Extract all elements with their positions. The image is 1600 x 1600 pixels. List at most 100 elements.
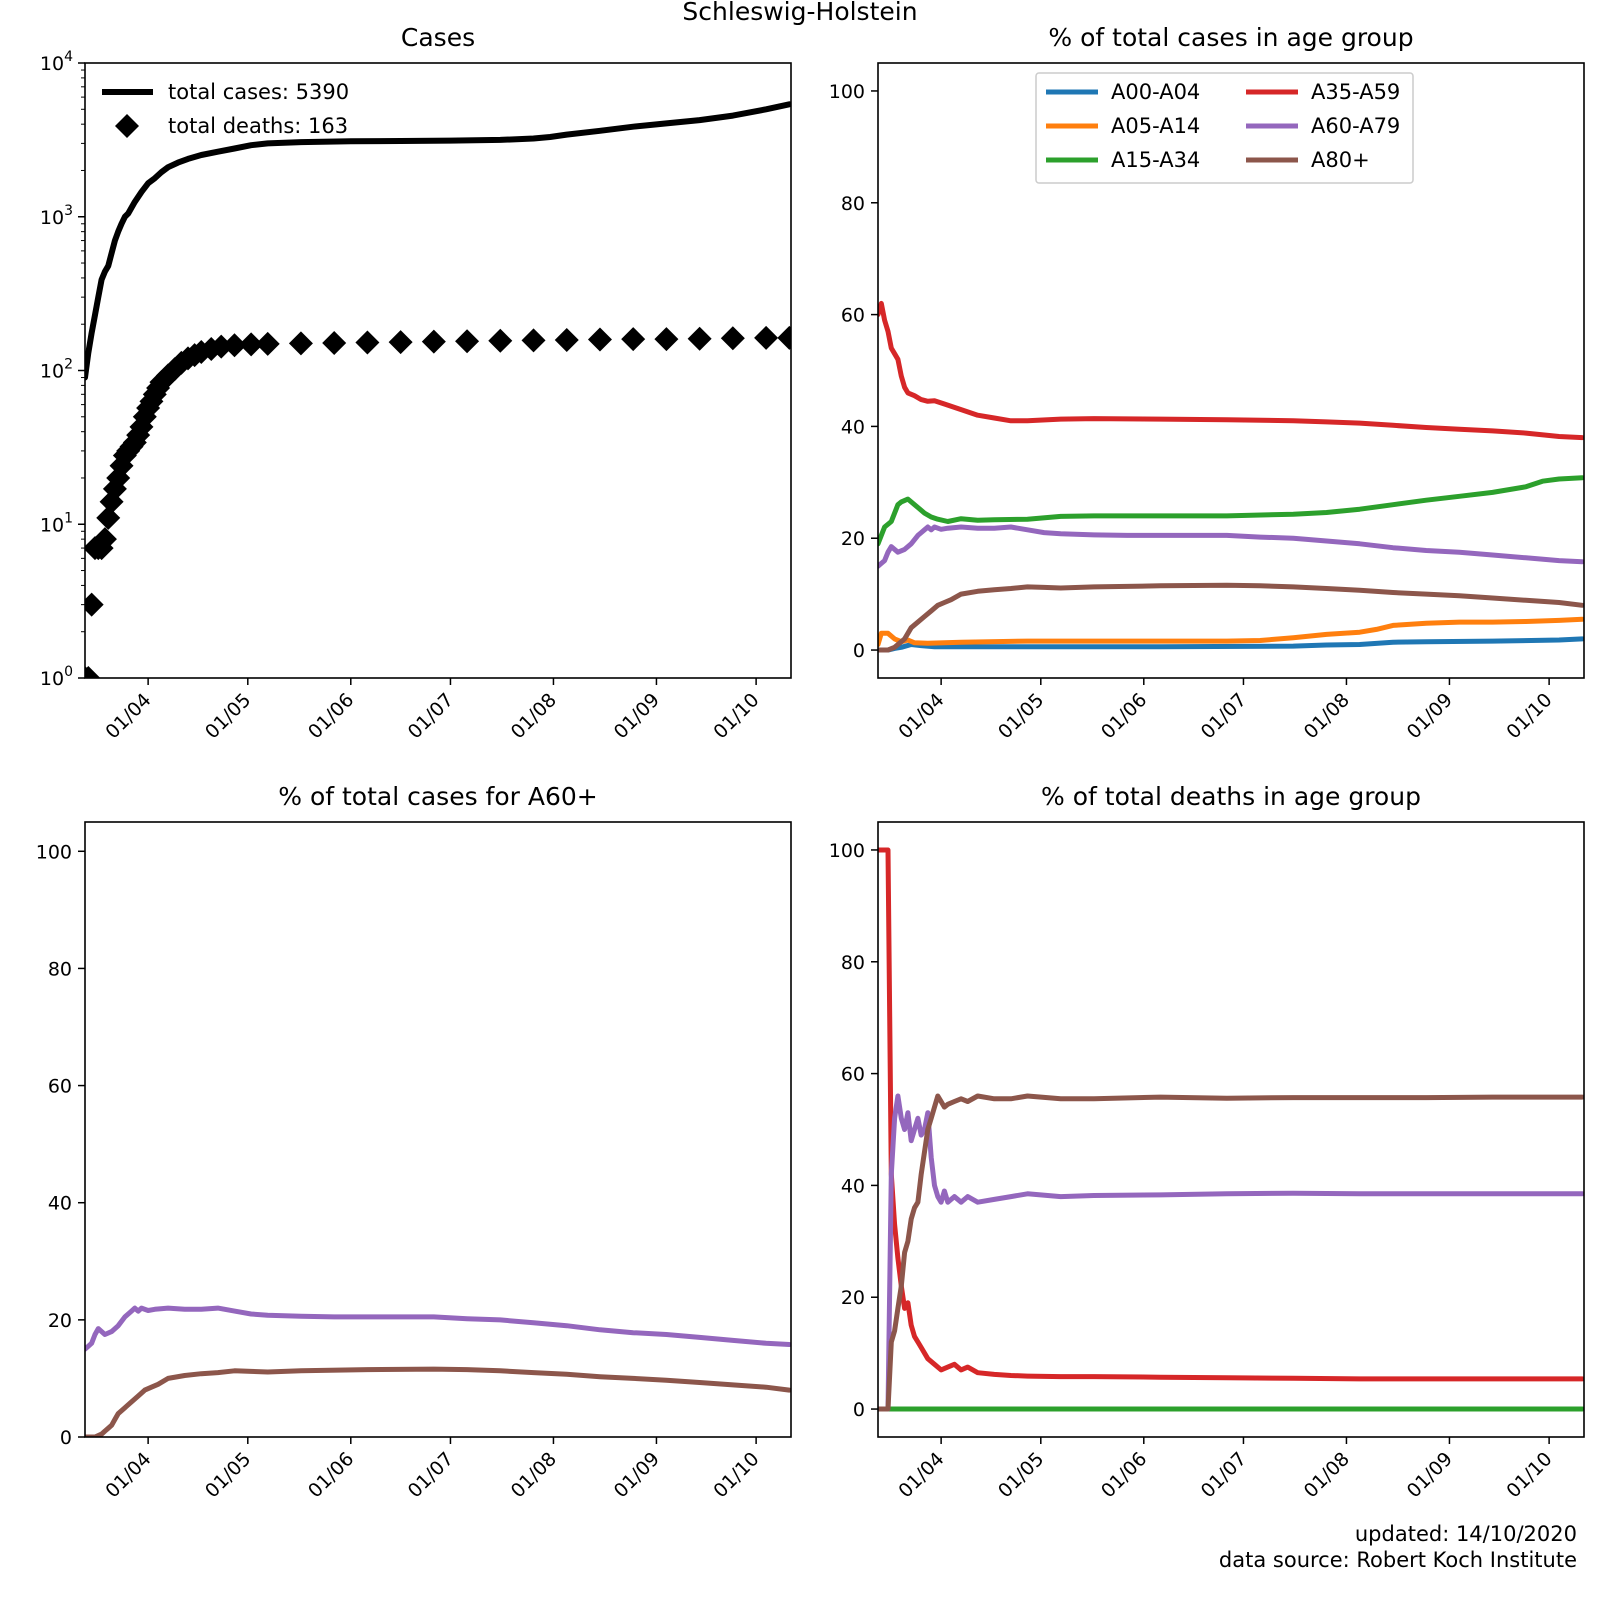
data-point [687, 326, 712, 351]
legend-label-a80: A80+ [1311, 148, 1370, 172]
axes-frame [84, 821, 792, 1438]
x-tick-label: 01/05 [994, 1448, 1048, 1502]
y-tick-label: 0 [853, 640, 865, 662]
chart-title: % of total deaths in age group [1041, 782, 1421, 811]
legend-label-total-cases: total cases: 5390 [168, 80, 349, 104]
y-tick-label: 101 [40, 510, 73, 536]
y-tick-label: 100 [36, 841, 72, 863]
data-point [322, 330, 347, 355]
y-tick-label: 20 [841, 1287, 865, 1309]
data-point [521, 328, 546, 353]
y-tick-label: 0 [853, 1399, 865, 1421]
y-tick-label: 100 [829, 81, 865, 103]
x-tick-label: 01/07 [404, 1448, 458, 1502]
series-total-deaths-markers [85, 325, 791, 678]
y-tick-exponent: 4 [64, 49, 73, 65]
x-tick-label: 01/08 [1300, 1448, 1354, 1502]
series-a15-a34-line [878, 475, 1584, 547]
data-point [554, 327, 579, 352]
x-tick-label: 01/09 [610, 689, 664, 743]
y-tick-label: 80 [841, 952, 865, 974]
x-tick-label: 01/08 [1300, 689, 1354, 743]
y-tick-base: 10 [40, 668, 64, 690]
x-tick-label: 01/09 [610, 1448, 664, 1502]
footer-updated: updated: 14/10/2020 [1355, 1522, 1577, 1546]
y-tick-label: 100 [829, 840, 865, 862]
series-a35-a59-line [878, 847, 1584, 1382]
y-tick-label: 20 [48, 1310, 72, 1332]
legend-label-total-deaths: total deaths: 163 [168, 114, 348, 138]
data-point [288, 331, 313, 356]
legend-swatch-total-deaths [115, 114, 139, 138]
data-point [621, 327, 646, 352]
y-tick-label: 102 [40, 357, 73, 383]
x-tick-label: 01/10 [1502, 1448, 1556, 1502]
data-point [255, 331, 280, 356]
data-point [96, 505, 121, 530]
legend-label-a15-a34: A15-A34 [1111, 148, 1200, 172]
data-point [355, 330, 380, 355]
x-tick-label: 01/05 [994, 689, 1048, 743]
y-tick-label: 60 [48, 1076, 72, 1098]
series-a80-line [878, 582, 1584, 653]
plot-area [85, 101, 791, 678]
data-point [388, 330, 413, 355]
chart-cases-a60plus: % of total cases for A60+ 01/04 01/05 01/06… [36, 782, 792, 1502]
x-tick-label: 01/05 [201, 1448, 255, 1502]
x-tick-label: 01/04 [894, 1448, 948, 1502]
legend-label-a00-a04: A00-A04 [1111, 80, 1200, 104]
x-tick-label: 01/06 [304, 1448, 358, 1502]
y-tick-base: 10 [40, 207, 64, 229]
data-point [720, 326, 745, 351]
legend-frame [1035, 72, 1414, 184]
y-tick-label: 40 [841, 1175, 865, 1197]
x-tick-label: 01/09 [1403, 689, 1457, 743]
data-point [92, 527, 117, 552]
series-a60-a79-line [878, 524, 1584, 569]
data-point [85, 592, 104, 617]
y-tick-label: 60 [841, 1064, 865, 1086]
x-tick-label: 01/06 [1097, 1448, 1151, 1502]
chart-title: % of total cases for A60+ [278, 782, 597, 811]
series-a80-line [85, 1366, 791, 1437]
data-point [587, 327, 612, 352]
x-tick-label: 01/04 [894, 689, 948, 743]
data-point [654, 327, 679, 352]
x-tick-label: 01/06 [1097, 689, 1151, 743]
axes-frame [877, 821, 1585, 1438]
series-a35-a59-line [878, 300, 1584, 441]
series-a60-a79-line [85, 1305, 791, 1352]
x-tick-label: 01/10 [1502, 689, 1556, 743]
plot-area [878, 847, 1584, 1412]
y-tick-label: 80 [841, 193, 865, 215]
y-tick-label: 40 [841, 416, 865, 438]
y-tick-base: 10 [40, 514, 64, 536]
data-point [421, 329, 446, 354]
x-tick-label: 01/07 [1197, 689, 1251, 743]
y-tick-exponent: 2 [64, 357, 73, 373]
chart-cases-by-age: % of total cases in age group 01/04 01/05 0… [829, 23, 1585, 743]
x-tick-label: 01/05 [201, 689, 255, 743]
series-total-cases-line [85, 101, 791, 381]
axes-frame [877, 62, 1585, 679]
data-point [754, 325, 779, 350]
x-tick-label: 01/07 [1197, 1448, 1251, 1502]
x-tick-label: 01/10 [709, 1448, 763, 1502]
legend: total cases: 5390 total deaths: 163 [102, 80, 349, 138]
data-point [777, 325, 791, 350]
y-tick-exponent: 0 [64, 664, 73, 680]
y-tick-label: 40 [48, 1193, 72, 1215]
footer-source: data source: Robert Koch Institute [1219, 1548, 1577, 1572]
x-tick-label: 01/10 [709, 689, 763, 743]
x-tick-label: 01/08 [507, 689, 561, 743]
x-tick-label: 01/07 [404, 689, 458, 743]
y-tick-label: 100 [40, 664, 73, 690]
y-tick-label: 103 [40, 203, 73, 229]
y-tick-label: 80 [48, 958, 72, 980]
legend: A00-A04 A05-A14 A15-A34 A35-A59 A60-A79 A80+ [1035, 72, 1414, 184]
series-a00-a04-line [878, 636, 1584, 653]
x-tick-label: 01/04 [101, 689, 155, 743]
chart-cases: Cases 01/04 01/05 01/06 01/07 01/08 01/09 01/10… [40, 23, 792, 743]
y-tick-label: 60 [841, 305, 865, 327]
